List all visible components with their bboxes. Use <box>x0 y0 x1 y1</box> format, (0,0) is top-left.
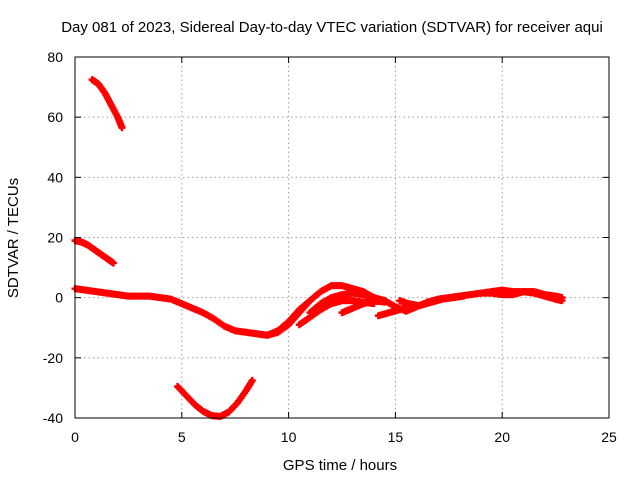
chart-title: Day 081 of 2023, Sidereal Day-to-day VTE… <box>61 19 603 36</box>
series-arc-a <box>88 76 126 132</box>
series-arc-b <box>71 237 117 267</box>
y-tick-label: -20 <box>43 350 63 366</box>
data-point <box>381 298 389 306</box>
data-point <box>460 292 468 300</box>
y-axis-label: SDTVAR / TECUs <box>5 178 22 298</box>
data-point <box>558 297 566 305</box>
x-tick-label: 5 <box>178 429 186 445</box>
y-tick-label: 0 <box>55 290 63 306</box>
series-arc-j <box>477 288 566 305</box>
axis-layer: 0 5 10 15 20 25 -40 -20 0 20 40 60 80 <box>43 49 617 445</box>
y-tick-label: 20 <box>47 230 63 246</box>
y-tick-label: 40 <box>47 169 63 185</box>
y-tick-label: -40 <box>43 410 63 426</box>
data-point <box>248 376 256 384</box>
y-tick-label: 60 <box>47 109 63 125</box>
series-arc-i <box>396 297 421 309</box>
series-arc-k <box>174 376 256 420</box>
x-tick-label: 0 <box>71 429 79 445</box>
series-arc-g <box>338 297 389 317</box>
x-tick-label: 20 <box>494 429 510 445</box>
x-axis-label: GPS time / hours <box>283 457 397 474</box>
data-point <box>413 301 421 309</box>
data-layer <box>71 76 566 420</box>
x-tick-label: 15 <box>388 429 404 445</box>
x-tick-label: 25 <box>601 429 617 445</box>
x-tick-label: 10 <box>281 429 297 445</box>
data-point <box>109 259 117 267</box>
data-point <box>118 124 126 132</box>
y-tick-label: 80 <box>47 49 63 65</box>
